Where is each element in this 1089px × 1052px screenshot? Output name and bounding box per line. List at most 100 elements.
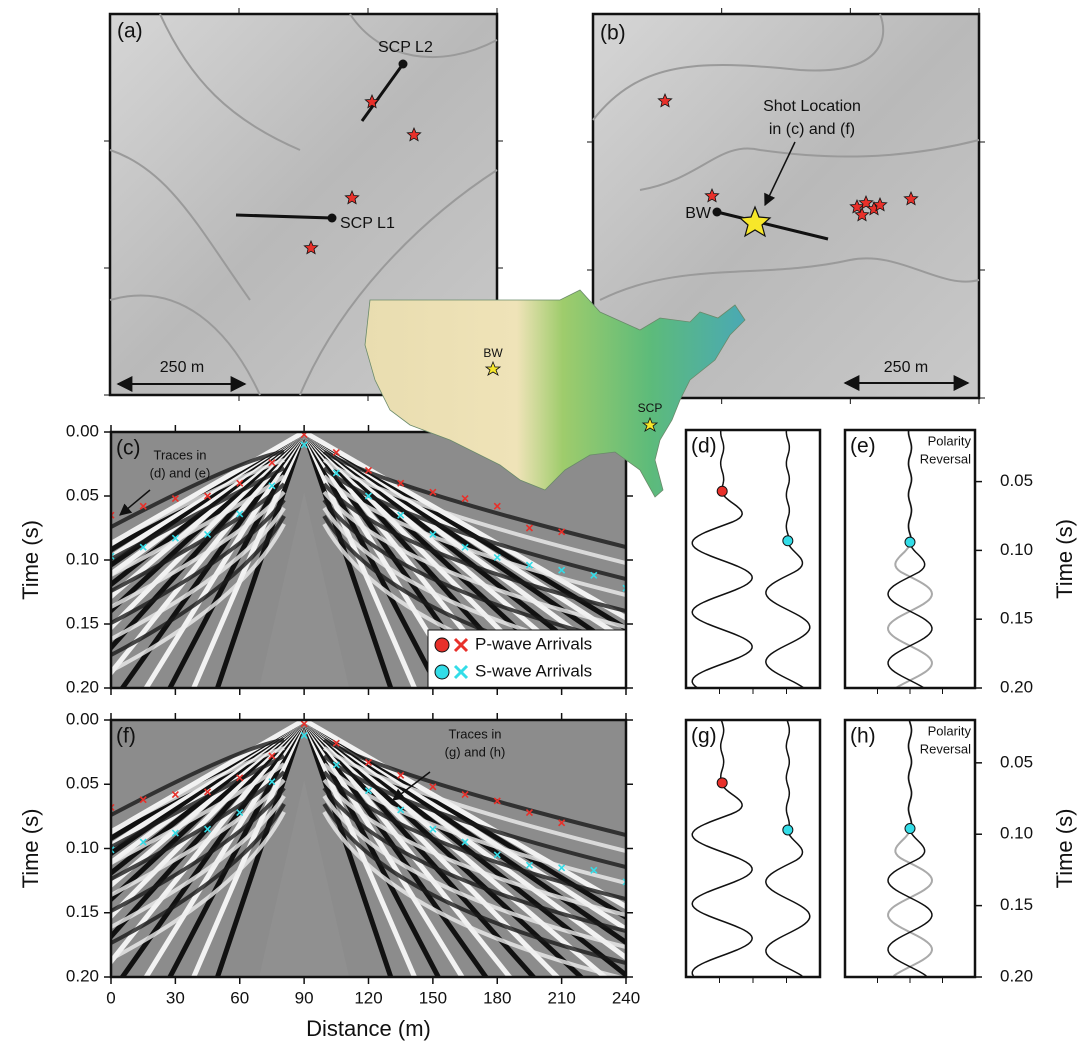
pick-stroke <box>590 571 598 579</box>
line-label: SCP L2 <box>378 39 433 56</box>
arrival-pick <box>461 543 469 551</box>
pick-stroke <box>171 829 179 837</box>
pick-stroke <box>397 479 405 487</box>
plot-area <box>845 720 975 977</box>
panel-label: (f) <box>116 725 136 748</box>
pick-stroke <box>461 790 469 799</box>
pick-stroke <box>622 880 626 886</box>
arrival-pick <box>203 788 212 796</box>
us-inset: BW SCP <box>364 289 746 498</box>
trace-background <box>686 430 820 688</box>
reflection <box>111 802 286 945</box>
pick-stroke <box>139 838 147 846</box>
pick-stroke <box>111 555 115 560</box>
station-star <box>364 93 380 109</box>
arrival-pick <box>236 774 244 782</box>
wavefront <box>111 720 306 920</box>
panel-frame <box>843 428 977 690</box>
arrival-pick <box>300 441 308 449</box>
x-tick-label: 120 <box>354 988 382 1007</box>
arrival-pick <box>493 797 501 805</box>
station-star <box>849 198 865 214</box>
wavefront <box>111 720 306 889</box>
y-tick-label: 0.05 <box>1000 752 1033 771</box>
noise-cone <box>259 780 350 977</box>
profile-end <box>712 207 722 217</box>
arrival-pick <box>268 778 276 786</box>
arrival-pick <box>139 543 147 551</box>
reflection <box>111 514 286 657</box>
pick-stroke <box>558 864 566 872</box>
pick-stroke <box>622 878 626 884</box>
arrival-pick <box>429 530 437 538</box>
x-tick-label: 30 <box>166 988 185 1007</box>
reflection <box>323 738 626 837</box>
pick-stroke <box>558 566 566 574</box>
wavefront <box>214 720 307 977</box>
y-tick-label: 0.15 <box>1000 609 1033 628</box>
panel-frame <box>684 428 822 690</box>
arrival-pick <box>558 864 566 872</box>
annotation-arrow <box>119 489 151 516</box>
annotation-arrow <box>392 771 431 801</box>
pick-stroke <box>300 720 308 728</box>
site-label: SCP <box>638 401 663 415</box>
pick-dot <box>904 536 916 548</box>
pick-stroke <box>203 492 212 500</box>
reflection <box>322 490 626 629</box>
pick-stroke <box>203 788 212 796</box>
arrival-pick <box>111 552 115 560</box>
panel-label: (g) <box>691 725 717 748</box>
reflection <box>111 466 286 561</box>
y-tick-label: 0.20 <box>66 966 99 985</box>
arrival-pick <box>203 492 212 500</box>
pick-stroke <box>332 739 340 747</box>
pick-stroke <box>236 510 244 518</box>
arrival-pick <box>364 492 373 500</box>
arrival-pick <box>493 502 501 510</box>
pick-stroke <box>364 787 373 795</box>
pick-stroke <box>493 851 501 859</box>
arrival-pick <box>525 808 534 817</box>
profile-end <box>398 59 408 69</box>
panel: 0.05 0.10 0.15 0.20 Time (s) Polarity Reversal… <box>843 428 1077 696</box>
arrival-pick <box>397 479 405 487</box>
plot-area <box>686 430 820 688</box>
pick-dot <box>904 823 916 835</box>
panel: 0.00 0.05 0.10 0.15 0.20 Time (s) Traces in (d)… <box>18 421 633 696</box>
site-star <box>641 416 659 432</box>
reflection <box>322 474 626 597</box>
legend-label: S-wave Arrivals <box>475 661 592 680</box>
annotation: Polarity <box>928 433 972 448</box>
y-tick-label: 0.00 <box>66 421 99 440</box>
pick-stroke <box>525 808 534 817</box>
scale-label: 250 m <box>160 359 204 376</box>
reflection <box>322 482 626 613</box>
pick-stroke <box>111 806 115 811</box>
y-tick-label: 0.20 <box>1000 966 1033 985</box>
map-frame <box>591 12 981 400</box>
pick-stroke <box>111 846 115 851</box>
arrival-pick <box>461 790 469 799</box>
y-tick-label: 0.10 <box>66 549 99 568</box>
pick-stroke <box>558 819 566 827</box>
waveform <box>765 720 811 977</box>
pick-stroke <box>493 553 501 562</box>
y-tick-label: 0.05 <box>1000 471 1033 490</box>
waveform <box>691 430 753 688</box>
map-a: (a) SCP L2 SCP L1 250 m <box>108 12 499 397</box>
arrival-pick <box>364 787 373 795</box>
reflection <box>111 811 286 961</box>
pick-stroke <box>111 803 115 809</box>
arrival-pick <box>300 720 308 728</box>
profile-line <box>360 63 405 122</box>
station-star <box>704 187 720 203</box>
panel: (d) <box>684 428 822 694</box>
y-axis-label: Time (s) <box>18 809 43 889</box>
pick-stroke <box>300 441 308 449</box>
arrival-pick <box>171 534 179 542</box>
arrival-pick <box>397 771 405 779</box>
us-outline <box>364 289 746 498</box>
pick-stroke <box>268 459 276 467</box>
arrival-pick <box>236 808 244 817</box>
